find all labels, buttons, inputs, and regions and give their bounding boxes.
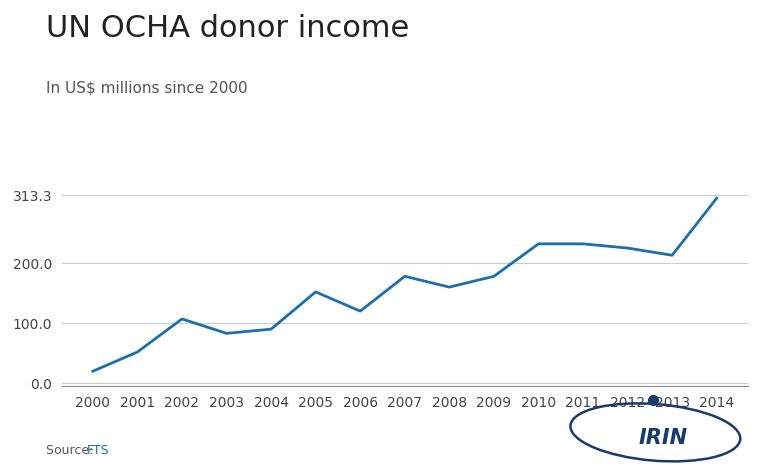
- Text: In US$ millions since 2000: In US$ millions since 2000: [46, 80, 248, 95]
- Text: FTS: FTS: [87, 444, 109, 457]
- Text: IRIN: IRIN: [639, 428, 688, 448]
- Text: Source:: Source:: [46, 444, 98, 457]
- Text: UN OCHA donor income: UN OCHA donor income: [46, 14, 409, 43]
